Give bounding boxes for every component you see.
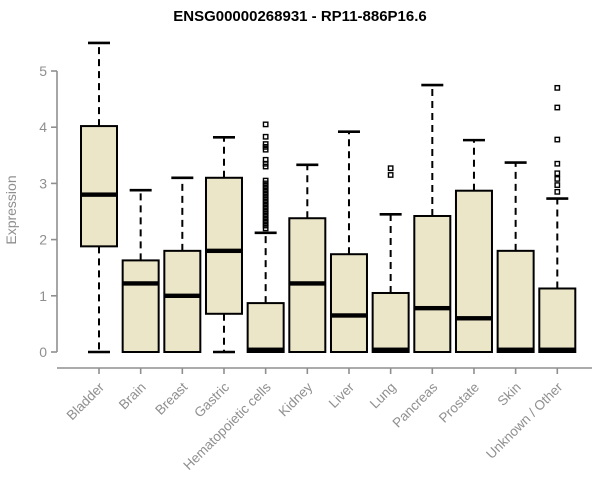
box-hematopoietic-cells	[246, 302, 285, 353]
median-lung	[372, 347, 409, 352]
median-bladder	[81, 192, 117, 197]
outlier-unknown-other	[554, 160, 561, 167]
median-pancreas	[414, 305, 451, 311]
outlier-lung	[387, 165, 394, 172]
outlier-hematopoietic-cells	[262, 163, 269, 170]
box-brain	[121, 259, 160, 354]
x-tick-label-bladder: Bladder	[64, 379, 108, 423]
y-tick-label: 5	[39, 63, 47, 79]
outlier-hematopoietic-cells	[262, 225, 269, 232]
outlier-lung	[387, 172, 394, 178]
box-liver	[329, 253, 368, 354]
x-tick-label-skin: Skin	[495, 380, 524, 409]
median-skin	[497, 347, 534, 352]
box-bladder	[80, 125, 118, 248]
outlier-unknown-other	[554, 84, 561, 91]
box-lung	[371, 291, 410, 353]
box-prostate	[454, 189, 493, 353]
x-tick-label-pancreas: Pancreas	[389, 379, 440, 430]
x-tick-label-brain: Brain	[116, 380, 149, 413]
median-prostate	[455, 316, 492, 321]
x-tick-label-lung: Lung	[367, 380, 399, 412]
x-tick-label-kidney: Kidney	[276, 379, 316, 419]
x-tick-label-gastric: Gastric	[191, 379, 232, 420]
median-hematopoietic-cells	[247, 347, 284, 352]
outlier-unknown-other	[554, 136, 561, 143]
outlier-unknown-other	[554, 104, 561, 111]
outlier-hematopoietic-cells	[262, 146, 269, 153]
outlier-unknown-other	[554, 188, 561, 195]
median-gastric	[205, 248, 242, 254]
y-tick-label: 2	[39, 232, 47, 248]
outlier-hematopoietic-cells	[262, 121, 269, 128]
outlier-unknown-other	[554, 176, 561, 182]
box-gastric	[204, 176, 243, 315]
x-tick-label-unknown-other: Unknown / Other	[483, 379, 566, 462]
median-brain	[122, 281, 159, 286]
box-skin	[496, 249, 535, 353]
median-kidney	[289, 281, 326, 286]
y-tick-label: 3	[39, 175, 47, 191]
outlier-unknown-other	[554, 170, 561, 177]
x-tick-label-breast: Breast	[152, 379, 190, 417]
outlier-unknown-other	[554, 182, 561, 188]
y-tick-label: 1	[39, 288, 47, 304]
x-tick-label-liver: Liver	[326, 379, 358, 411]
median-breast	[164, 293, 201, 298]
box-unknown-other	[538, 287, 577, 353]
median-unknown-other	[539, 347, 576, 352]
box-breast	[163, 249, 202, 353]
y-tick-label: 0	[39, 344, 47, 360]
chart-title: ENSG00000268931 - RP11-886P16.6	[173, 8, 427, 25]
outlier-hematopoietic-cells	[262, 133, 269, 140]
y-tick-label: 4	[39, 119, 47, 135]
x-tick-label-prostate: Prostate	[436, 380, 482, 426]
median-liver	[330, 313, 367, 318]
box-pancreas	[413, 214, 452, 353]
